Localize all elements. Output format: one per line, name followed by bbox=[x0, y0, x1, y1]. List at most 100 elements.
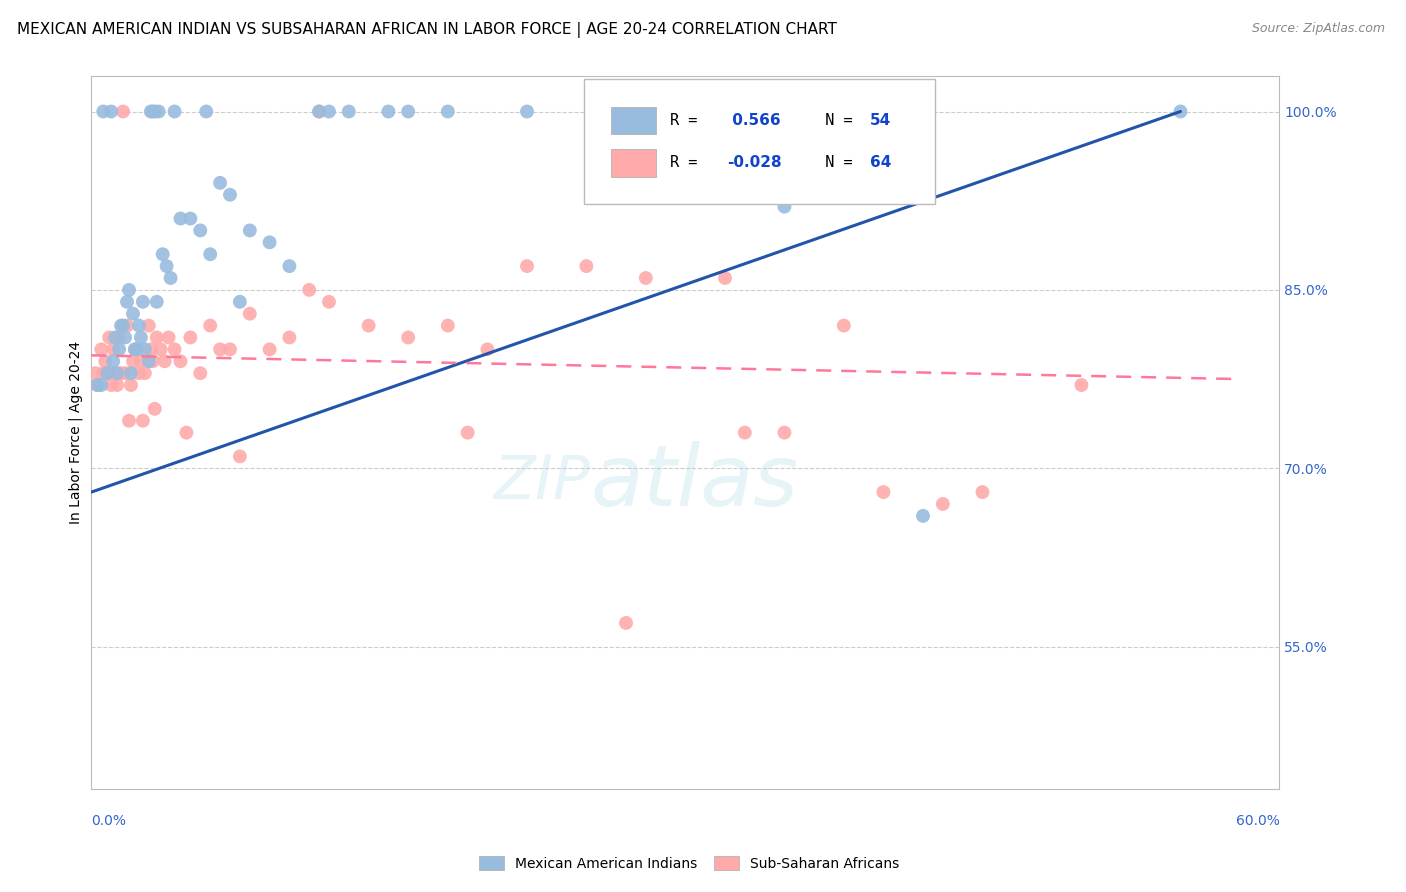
Point bbox=[1170, 104, 1192, 119]
Point bbox=[91, 366, 114, 380]
Point bbox=[634, 271, 657, 285]
Point bbox=[457, 425, 479, 440]
Point bbox=[134, 343, 156, 357]
Point bbox=[138, 318, 160, 333]
Point bbox=[278, 330, 301, 344]
Point bbox=[219, 187, 242, 202]
Text: 64: 64 bbox=[869, 155, 891, 170]
Point bbox=[142, 104, 165, 119]
Point bbox=[169, 211, 191, 226]
Point bbox=[318, 294, 340, 309]
Point bbox=[98, 330, 121, 344]
Point bbox=[104, 330, 127, 344]
Point bbox=[139, 104, 162, 119]
Point bbox=[278, 259, 301, 273]
Point bbox=[120, 366, 142, 380]
Point bbox=[110, 318, 132, 333]
Point bbox=[145, 294, 167, 309]
Point bbox=[832, 318, 855, 333]
Point bbox=[100, 378, 122, 392]
Point bbox=[337, 104, 360, 119]
Point bbox=[1070, 378, 1092, 392]
Point bbox=[159, 271, 181, 285]
Point bbox=[124, 343, 146, 357]
Point bbox=[614, 615, 637, 630]
Point bbox=[152, 247, 174, 261]
Y-axis label: In Labor Force | Age 20-24: In Labor Force | Age 20-24 bbox=[69, 341, 83, 524]
Point bbox=[773, 200, 796, 214]
Point bbox=[188, 223, 211, 237]
Point bbox=[259, 343, 281, 357]
Point bbox=[96, 366, 118, 380]
Point bbox=[105, 378, 128, 392]
Point bbox=[125, 343, 148, 357]
Point bbox=[396, 104, 419, 119]
Point bbox=[259, 235, 281, 250]
Point bbox=[157, 330, 180, 344]
Point bbox=[96, 366, 118, 380]
Point bbox=[90, 378, 112, 392]
Point bbox=[112, 318, 135, 333]
FancyBboxPatch shape bbox=[610, 149, 655, 177]
Point bbox=[122, 307, 145, 321]
Point bbox=[134, 366, 156, 380]
Text: MEXICAN AMERICAN INDIAN VS SUBSAHARAN AFRICAN IN LABOR FORCE | AGE 20-24 CORRELA: MEXICAN AMERICAN INDIAN VS SUBSAHARAN AF… bbox=[17, 22, 837, 38]
Point bbox=[396, 330, 419, 344]
Point bbox=[436, 104, 458, 119]
Text: 0.0%: 0.0% bbox=[91, 814, 127, 828]
Point bbox=[129, 354, 152, 368]
Point bbox=[104, 366, 127, 380]
Point bbox=[198, 318, 221, 333]
Point bbox=[436, 318, 458, 333]
Point bbox=[142, 354, 165, 368]
Point bbox=[477, 343, 499, 357]
Point bbox=[120, 378, 142, 392]
Point bbox=[108, 343, 131, 357]
Point bbox=[114, 366, 136, 380]
Point bbox=[195, 104, 218, 119]
Text: R =: R = bbox=[671, 113, 706, 128]
Point bbox=[114, 330, 136, 344]
Point bbox=[143, 401, 166, 416]
Point bbox=[179, 330, 201, 344]
Point bbox=[86, 378, 108, 392]
Legend: Mexican American Indians, Sub-Saharan Africans: Mexican American Indians, Sub-Saharan Af… bbox=[474, 851, 904, 876]
Point bbox=[84, 366, 107, 380]
Point bbox=[239, 307, 262, 321]
Point bbox=[138, 354, 160, 368]
Point bbox=[198, 247, 221, 261]
Text: 0.566: 0.566 bbox=[727, 113, 780, 128]
Point bbox=[308, 104, 330, 119]
Point bbox=[149, 343, 172, 357]
Point bbox=[101, 354, 124, 368]
Text: Source: ZipAtlas.com: Source: ZipAtlas.com bbox=[1251, 22, 1385, 36]
Point bbox=[101, 343, 124, 357]
FancyBboxPatch shape bbox=[610, 107, 655, 135]
Point bbox=[516, 259, 538, 273]
Point bbox=[115, 294, 138, 309]
Point bbox=[714, 271, 737, 285]
Point bbox=[139, 343, 162, 357]
Point bbox=[163, 104, 186, 119]
Text: N =: N = bbox=[807, 155, 862, 170]
Point bbox=[115, 318, 138, 333]
Point bbox=[132, 294, 155, 309]
Point bbox=[229, 450, 252, 464]
Point bbox=[188, 366, 211, 380]
Point bbox=[128, 318, 150, 333]
Point bbox=[122, 354, 145, 368]
Point bbox=[516, 104, 538, 119]
Point bbox=[595, 104, 617, 119]
FancyBboxPatch shape bbox=[585, 79, 935, 204]
Point bbox=[972, 485, 994, 500]
Point bbox=[86, 378, 108, 392]
Point bbox=[357, 318, 380, 333]
Point bbox=[94, 354, 117, 368]
Point bbox=[239, 223, 262, 237]
Point bbox=[575, 259, 598, 273]
Point bbox=[148, 104, 170, 119]
Point bbox=[129, 330, 152, 344]
Point bbox=[91, 104, 114, 119]
Point bbox=[105, 366, 128, 380]
Point bbox=[163, 343, 186, 357]
